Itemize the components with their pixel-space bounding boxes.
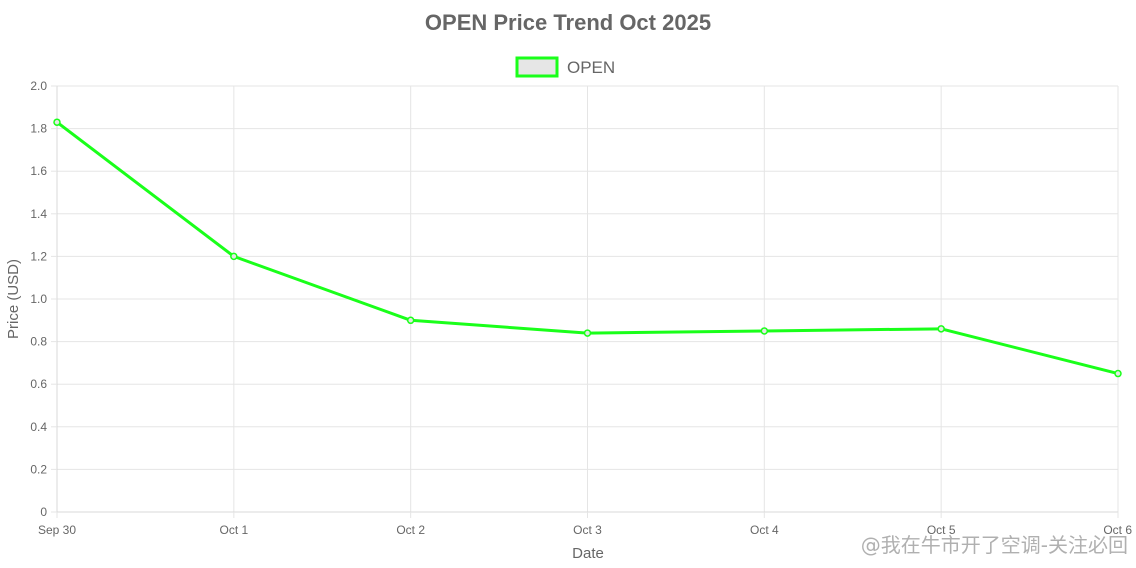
grid-lines xyxy=(56,85,1119,513)
y-tick-label: 1.2 xyxy=(30,249,47,263)
data-point[interactable] xyxy=(406,316,415,325)
data-point[interactable] xyxy=(760,327,769,335)
data-point[interactable] xyxy=(937,325,945,333)
y-tick-label: 0.8 xyxy=(30,335,47,349)
y-tick-label: 2.0 xyxy=(30,79,47,93)
x-tick-label: Oct 2 xyxy=(396,523,425,537)
y-tick-label: 1.6 xyxy=(30,164,47,178)
y-tick-label: 1.8 xyxy=(30,122,47,136)
legend[interactable]: OPEN xyxy=(515,56,615,78)
y-tick-label: 0.4 xyxy=(30,420,47,434)
data-point[interactable] xyxy=(583,329,592,337)
legend-swatch-open[interactable] xyxy=(515,56,559,78)
x-axis-label: Date xyxy=(572,545,604,562)
y-tick-label: 0 xyxy=(40,505,47,519)
data-point[interactable] xyxy=(1114,369,1122,378)
y-tick-label: 0.6 xyxy=(30,377,47,391)
y-axis-ticks: 0 0.2 0.4 0.6 0.8 1.0 1.2 1.4 1.6 1.8 2.0 xyxy=(30,79,57,519)
chart-title: OPEN Price Trend Oct 2025 xyxy=(425,10,711,35)
watermark-text: @我在牛市开了空调-关注必回 xyxy=(860,533,1128,557)
y-tick-label: 1.4 xyxy=(30,207,47,221)
x-tick-label: Sep 30 xyxy=(38,523,76,537)
y-tick-label: 1.0 xyxy=(30,292,47,306)
x-tick-label: Oct 4 xyxy=(750,523,779,537)
y-axis-label: Price (USD) xyxy=(5,259,22,339)
x-tick-label: Oct 5 xyxy=(927,523,956,537)
x-tick-label: Oct 1 xyxy=(219,523,248,537)
data-point[interactable] xyxy=(53,118,61,126)
data-point[interactable] xyxy=(230,252,238,261)
x-tick-label: Oct 3 xyxy=(573,523,602,537)
x-axis-ticks: Sep 30 Oct 1 Oct 2 Oct 3 Oct 4 Oct 5 Oct 6 xyxy=(38,512,1132,537)
series-open xyxy=(53,118,1122,378)
legend-label-open[interactable]: OPEN xyxy=(567,58,615,77)
x-tick-label: Oct 6 xyxy=(1103,523,1132,537)
y-tick-label: 0.2 xyxy=(30,462,47,476)
